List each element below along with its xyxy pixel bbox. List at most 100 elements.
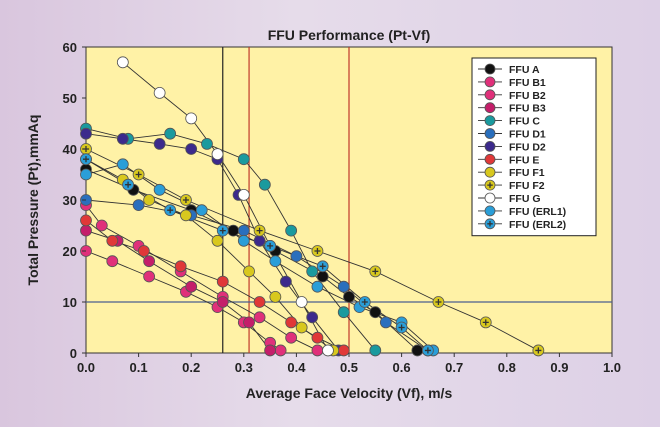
data-point-ffu-f2-plus (314, 247, 321, 255)
legend-marker-ffu-f1 (484, 166, 496, 178)
x-tick-label: 0.0 (77, 360, 95, 375)
x-tick-label: 0.8 (498, 360, 516, 375)
legend-marker-ffu-erl2-plus (487, 221, 493, 227)
data-point-ffu-e (253, 296, 266, 308)
data-point-ffu-d2 (253, 234, 266, 247)
data-point-ffu-f1 (211, 234, 224, 247)
data-point-ffu-g (185, 112, 198, 125)
data-point-ffu-b1 (311, 344, 324, 357)
data-point-ffu-f2-plus (256, 227, 263, 234)
legend-label-ffu-g: FFU G (509, 193, 541, 205)
data-point-ffu-f1 (143, 194, 156, 206)
y-tick-label: 30 (63, 193, 77, 208)
legend-marker-ffu-f2-plus (487, 182, 493, 188)
legend-label-ffu-e: FFU E (509, 154, 539, 166)
y-tick-label: 40 (63, 142, 77, 157)
data-point-ffu-d2 (116, 132, 129, 145)
x-tick-label: 0.4 (287, 360, 306, 375)
data-point-ffu-e (311, 331, 324, 344)
data-point-ffu-b3 (243, 316, 255, 329)
data-point-ffu-d2 (306, 311, 319, 324)
data-point-ffu-c (164, 127, 177, 140)
data-point-ffu-b3 (143, 255, 156, 268)
data-point-ffu-e (285, 316, 298, 329)
legend-marker-ffu-a (484, 63, 496, 75)
data-point-ffu-b3 (264, 344, 277, 357)
legend-label-ffu-f2: FFU F2 (509, 180, 545, 192)
data-point-ffu-erl2-plus (361, 298, 368, 306)
legend-label-ffu-a: FFU A (509, 64, 540, 76)
x-axis-ticks: 0.0 0.1 0.2 0.3 0.4 0.5 0.6 0.7 0.8 0.9 1.0 (77, 353, 621, 375)
x-tick-label: 0.7 (445, 360, 463, 375)
data-point-ffu-erl1 (269, 255, 282, 268)
data-point-ffu-erl1 (116, 158, 129, 171)
x-tick-label: 0.6 (393, 360, 411, 375)
data-point-ffu-e (80, 214, 92, 227)
data-point-ffu-d1 (237, 224, 250, 237)
series-points (80, 56, 545, 357)
data-point-ffu-d2 (153, 137, 166, 150)
data-point-ffu-e (174, 260, 187, 273)
data-point-ffu-erl1 (153, 183, 166, 196)
data-point-ffu-g (116, 56, 129, 69)
data-point-ffu-d2 (185, 143, 198, 155)
data-point-ffu-e (216, 275, 229, 288)
y-tick-label: 50 (63, 91, 77, 106)
data-point-ffu-erl1 (195, 204, 208, 217)
data-point-ffu-erl1 (80, 168, 92, 181)
data-point-ffu-c (237, 153, 250, 166)
data-point-ffu-f2-plus (372, 268, 379, 275)
legend-marker-ffu-erl1 (484, 205, 496, 217)
x-tick-label: 1.0 (603, 360, 621, 375)
data-point-ffu-erl1 (311, 280, 324, 293)
y-axis-ticks: 0 10 20 30 40 50 60 (63, 40, 86, 361)
data-point-ffu-a (227, 224, 240, 237)
x-tick-label: 0.2 (182, 360, 200, 375)
data-point-ffu-d2 (279, 275, 292, 288)
legend-marker-ffu-d1 (484, 128, 496, 139)
data-point-ffu-e (337, 344, 350, 357)
legend-marker-ffu-e (484, 153, 496, 165)
data-point-ffu-b1 (285, 331, 298, 344)
x-tick-label: 0.3 (235, 360, 253, 375)
legend-label-ffu-d2: FFU D2 (509, 141, 546, 153)
y-tick-label: 0 (70, 346, 77, 361)
data-point-ffu-c (285, 224, 298, 237)
data-point-ffu-c (201, 137, 213, 150)
data-point-ffu-d1 (132, 199, 145, 212)
data-point-ffu-f2-plus (135, 171, 142, 178)
data-point-ffu-d1 (337, 280, 350, 293)
data-point-ffu-f2-plus (482, 319, 489, 326)
data-point-ffu-e (137, 245, 150, 257)
data-point-ffu-b2 (106, 255, 119, 268)
data-point-ffu-g (295, 296, 308, 308)
y-tick-label: 20 (63, 244, 77, 259)
data-point-ffu-b3 (216, 296, 229, 308)
legend-label-ffu-b3: FFU B3 (509, 103, 546, 115)
data-point-ffu-c (337, 306, 350, 319)
data-point-ffu-erl2-plus (398, 324, 405, 331)
data-point-ffu-b1 (253, 311, 266, 324)
legend-marker-ffu-d2 (484, 140, 496, 152)
data-point-ffu-d1 (290, 250, 303, 263)
legend-label-ffu-b2: FFU B2 (509, 90, 546, 102)
data-point-ffu-a (343, 290, 355, 303)
data-point-ffu-d1 (379, 316, 392, 329)
y-tick-label: 60 (63, 40, 77, 55)
data-point-ffu-b1 (95, 219, 108, 232)
legend-label-ffu-c: FFU C (509, 116, 540, 128)
y-axis-label: Total Pressure (Pt),mmAq (25, 115, 41, 286)
series-line-ffu-g (122, 61, 329, 351)
data-point-ffu-a (411, 344, 424, 357)
legend-marker-ffu-b3 (484, 102, 496, 114)
data-point-ffu-f2-plus (182, 196, 189, 204)
data-point-ffu-c (306, 265, 319, 278)
data-point-ffu-b3 (80, 224, 92, 237)
x-axis-label: Average Face Velocity (Vf), m/s (246, 385, 453, 401)
data-point-ffu-a (316, 270, 329, 283)
data-point-ffu-c (369, 344, 382, 357)
data-point-ffu-e (106, 234, 119, 247)
x-tick-label: 0.9 (550, 360, 568, 375)
legend-marker-ffu-g (484, 192, 496, 204)
